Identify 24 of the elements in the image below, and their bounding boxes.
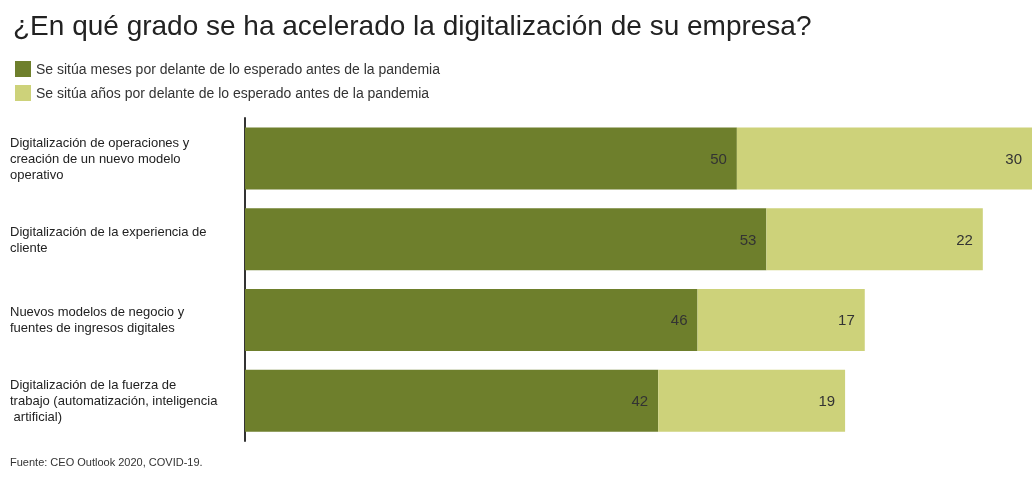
bar [736, 127, 1032, 190]
data-label: 17 [838, 311, 855, 329]
y-tick-label: Digitalización de la experiencia de cliente [10, 223, 211, 255]
bar [766, 208, 983, 271]
bar [245, 288, 698, 351]
y-tick-label: Digitalización de la fuerza de trabajo (automatización, inteligencia artificial) [10, 377, 219, 425]
data-label: 53 [739, 230, 757, 248]
y-tick-label: Nuevos modelos de negocio y fuentes de ingresos digitales [10, 304, 188, 336]
chart-title: ¿En qué grado se ha acelerado la digitalización de su empresa? [13, 9, 812, 41]
bar [245, 127, 737, 190]
data-label: 42 [631, 392, 649, 410]
source-note: Fuente: CEO Outlook 2020, COVID-19. [10, 455, 203, 468]
legend-label: Se sitúa años por delante de lo esperado antes de la pandemia [36, 85, 430, 101]
data-label: 46 [670, 311, 688, 329]
bar [658, 369, 846, 432]
data-label: 22 [956, 230, 973, 248]
bar [697, 288, 865, 351]
legend-label: Se sitúa meses por delante de lo esperado antes de la pandemia [36, 61, 441, 77]
data-label: 50 [710, 149, 727, 167]
data-label: 30 [1005, 149, 1022, 167]
bar [245, 369, 659, 432]
bar [245, 208, 767, 271]
data-label: 19 [818, 392, 836, 410]
y-tick-label: Digitalización de operaciones y creación de un nuevo modelo operativo [10, 134, 193, 182]
